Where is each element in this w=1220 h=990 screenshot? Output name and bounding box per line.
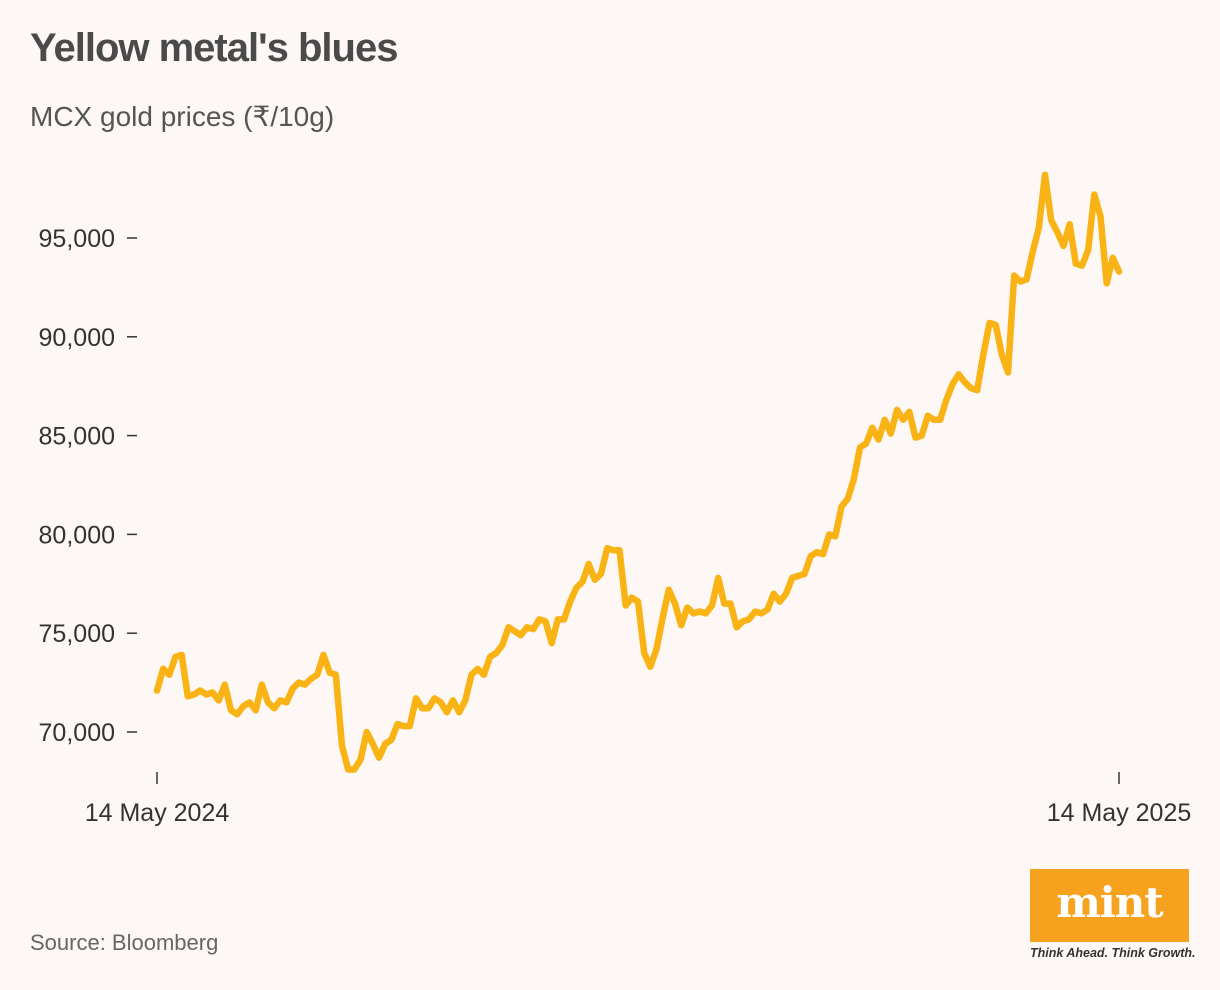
mint-logo-text: mint bbox=[1056, 878, 1163, 927]
y-tick-label: 80,000 bbox=[39, 521, 115, 549]
gold-price-line bbox=[153, 171, 1123, 773]
x-tick-label: 14 May 2024 bbox=[85, 799, 230, 827]
chart-title: Yellow metal's blues bbox=[30, 26, 398, 70]
y-axis: 70,000 75,000 80,000 85,000 90,000 95,000 bbox=[39, 225, 137, 747]
y-tick-label: 85,000 bbox=[39, 423, 115, 451]
y-tick-label: 70,000 bbox=[39, 719, 115, 747]
y-tick-label: 90,000 bbox=[39, 324, 115, 352]
mint-logo: mint bbox=[1030, 869, 1189, 942]
y-tick-label: 75,000 bbox=[39, 620, 115, 648]
x-tick-label: 14 May 2025 bbox=[1047, 799, 1192, 827]
x-axis: 14 May 2024 14 May 2025 bbox=[85, 772, 1192, 827]
chart-subtitle: MCX gold prices (₹/10g) bbox=[30, 101, 335, 132]
logo-tagline: Think Ahead. Think Growth. bbox=[1030, 946, 1196, 960]
source-note: Source: Bloomberg bbox=[30, 930, 219, 955]
y-tick-label: 95,000 bbox=[39, 225, 115, 253]
